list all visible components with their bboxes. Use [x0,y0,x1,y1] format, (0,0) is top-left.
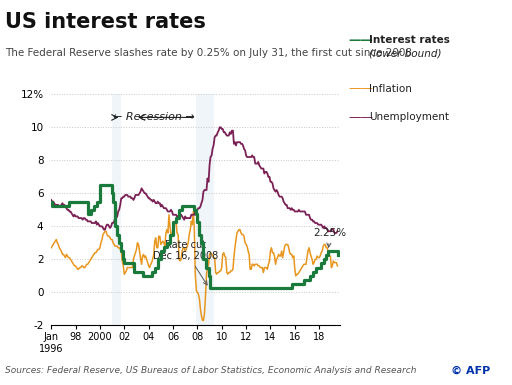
Text: (lower bound): (lower bound) [369,49,441,59]
Text: US interest rates: US interest rates [5,12,206,32]
Bar [112,94,121,325]
Text: Unemployment: Unemployment [369,112,449,122]
Text: ——: —— [348,82,373,95]
Text: 2.0%: 2.0% [347,293,375,303]
Text: Sources: Federal Reserve, US Bureaus of Labor Statistics, Economic Analysis and : Sources: Federal Reserve, US Bureaus of … [5,367,417,375]
Text: ——: —— [348,111,373,124]
Text: ← Recession →: ← Recession → [113,112,195,122]
Text: Interest rates: Interest rates [369,35,450,45]
Bar [196,94,215,325]
Text: The Federal Reserve slashes rate by 0.25% on July 31, the first cut since 2008: The Federal Reserve slashes rate by 0.25… [5,48,412,58]
Text: Rate cut
Dec 16, 2008: Rate cut Dec 16, 2008 [153,240,218,285]
Text: July 31, 2019: July 31, 2019 [331,312,391,321]
Text: ——: —— [348,34,373,47]
Text: Inflation: Inflation [369,84,412,94]
Text: 2.25%: 2.25% [313,228,346,247]
Text: © AFP: © AFP [451,365,490,375]
